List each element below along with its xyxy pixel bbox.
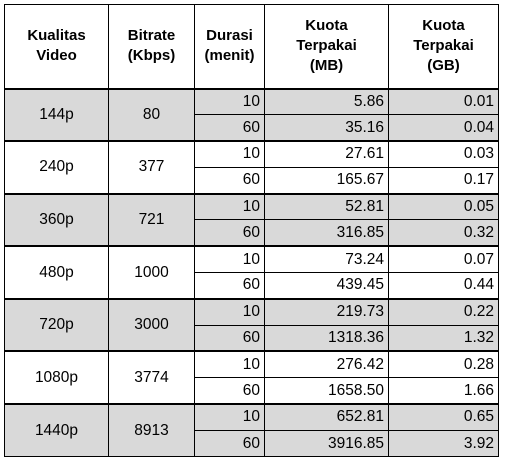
quota-gb-cell: 1.66 bbox=[388, 377, 499, 405]
header-quota-gb-line: Kuota bbox=[422, 17, 465, 35]
quota-mb-cell: 35.16 bbox=[264, 114, 389, 142]
duration-cell: 10 bbox=[194, 403, 265, 431]
duration-cell: 60 bbox=[194, 324, 265, 352]
table-row: 60 316.85 0.32 bbox=[5, 219, 499, 247]
quality-cell: 720p bbox=[4, 298, 109, 352]
header-bitrate-line: Bitrate bbox=[127, 27, 176, 45]
bitrate-cell: 80 bbox=[108, 88, 195, 142]
table-row: 240p 377 10 27.61 0.03 bbox=[4, 140, 499, 195]
header-quota-mb-line: Kuota bbox=[305, 17, 348, 35]
quota-mb-cell: 652.81 bbox=[264, 403, 389, 431]
quota-mb-cell: 1318.36 bbox=[264, 324, 389, 352]
header-quota-gb: Kuota Terpakai (GB) bbox=[388, 4, 499, 89]
quota-gb-cell: 0.22 bbox=[388, 298, 499, 326]
quality-cell: 240p bbox=[4, 140, 109, 195]
bitrate-cell: 377 bbox=[108, 140, 195, 195]
table-row: 60 165.67 0.17 bbox=[5, 166, 499, 195]
quota-gb-cell: 0.28 bbox=[388, 350, 499, 379]
quality-cell: 1080p bbox=[4, 350, 109, 405]
table-row: 60 439.45 0.44 bbox=[5, 272, 499, 300]
quota-gb-cell: 0.05 bbox=[388, 193, 499, 221]
header-quota-gb-line: (GB) bbox=[427, 57, 460, 75]
duration-cell: 10 bbox=[194, 140, 265, 168]
table-row: 360p 721 10 52.81 0.05 bbox=[4, 193, 499, 247]
duration-cell: 10 bbox=[194, 350, 265, 379]
quota-gb-cell: 0.17 bbox=[388, 166, 499, 195]
quota-mb-cell: 3916.85 bbox=[264, 429, 389, 458]
header-quota-gb-line: Terpakai bbox=[413, 37, 474, 55]
header-row: Kualitas Video Bitrate (Kbps) Durasi (me… bbox=[4, 4, 499, 89]
header-quality: Kualitas Video bbox=[4, 4, 109, 89]
duration-cell: 10 bbox=[194, 193, 265, 221]
table-row: 60 3916.85 3.92 bbox=[5, 429, 499, 458]
quota-gb-cell: 0.01 bbox=[388, 87, 499, 116]
duration-cell: 60 bbox=[194, 219, 265, 247]
quota-mb-cell: 1658.50 bbox=[264, 377, 389, 405]
duration-cell: 60 bbox=[194, 114, 265, 142]
bitrate-cell: 3000 bbox=[108, 298, 195, 352]
header-duration-line: Durasi bbox=[206, 27, 253, 45]
table-row: 144p 80 10 5.86 0.01 bbox=[4, 87, 499, 142]
data-quota-table: Kualitas Video Bitrate (Kbps) Durasi (me… bbox=[4, 4, 499, 458]
duration-cell: 60 bbox=[194, 166, 265, 195]
duration-cell: 10 bbox=[194, 245, 265, 274]
header-quota-mb: Kuota Terpakai (MB) bbox=[264, 4, 389, 89]
quota-mb-cell: 165.67 bbox=[264, 166, 389, 195]
quota-gb-cell: 0.04 bbox=[388, 114, 499, 142]
header-duration-line: (menit) bbox=[204, 47, 255, 65]
quota-mb-cell: 52.81 bbox=[264, 193, 389, 221]
quota-gb-cell: 0.44 bbox=[388, 272, 499, 300]
quality-cell: 1440p bbox=[4, 403, 109, 458]
bitrate-cell: 1000 bbox=[108, 245, 195, 300]
table-row: 60 1658.50 1.66 bbox=[5, 377, 499, 405]
quota-gb-cell: 1.32 bbox=[388, 324, 499, 352]
quota-mb-cell: 219.73 bbox=[264, 298, 389, 326]
quality-cell: 144p bbox=[4, 88, 109, 142]
bitrate-cell: 721 bbox=[108, 193, 195, 247]
header-quota-mb-line: Terpakai bbox=[296, 37, 357, 55]
bitrate-cell: 8913 bbox=[108, 403, 195, 458]
table-row: 480p 1000 10 73.24 0.07 bbox=[4, 245, 499, 300]
quota-mb-cell: 439.45 bbox=[264, 272, 389, 300]
header-bitrate: Bitrate (Kbps) bbox=[108, 4, 195, 89]
duration-cell: 10 bbox=[194, 87, 265, 116]
quota-gb-cell: 0.07 bbox=[388, 245, 499, 274]
quota-mb-cell: 73.24 bbox=[264, 245, 389, 274]
quota-mb-cell: 27.61 bbox=[264, 140, 389, 168]
quota-mb-cell: 316.85 bbox=[264, 219, 389, 247]
quality-cell: 480p bbox=[4, 245, 109, 300]
table-row: 60 35.16 0.04 bbox=[5, 114, 499, 142]
duration-cell: 10 bbox=[194, 298, 265, 326]
quota-gb-cell: 0.65 bbox=[388, 403, 499, 431]
header-quota-mb-line: (MB) bbox=[309, 57, 344, 75]
header-bitrate-line: (Kbps) bbox=[127, 47, 176, 65]
quality-cell: 360p bbox=[4, 193, 109, 247]
header-duration: Durasi (menit) bbox=[194, 4, 265, 89]
duration-cell: 60 bbox=[194, 377, 265, 405]
table-row: 1080p 3774 10 276.42 0.28 bbox=[4, 350, 499, 405]
table-row: 1440p 8913 10 652.81 0.65 bbox=[4, 403, 499, 458]
duration-cell: 60 bbox=[194, 272, 265, 300]
quota-mb-cell: 276.42 bbox=[264, 350, 389, 379]
quota-mb-cell: 5.86 bbox=[264, 87, 389, 116]
quota-gb-cell: 0.03 bbox=[388, 140, 499, 168]
quota-gb-cell: 0.32 bbox=[388, 219, 499, 247]
duration-cell: 60 bbox=[194, 429, 265, 458]
bitrate-cell: 3774 bbox=[108, 350, 195, 405]
quota-gb-cell: 3.92 bbox=[388, 429, 499, 458]
header-quality-line: Video bbox=[36, 47, 77, 65]
table-row: 720p 3000 10 219.73 0.22 bbox=[4, 298, 499, 352]
table-row: 60 1318.36 1.32 bbox=[5, 324, 499, 352]
header-quality-line: Kualitas bbox=[27, 27, 86, 45]
